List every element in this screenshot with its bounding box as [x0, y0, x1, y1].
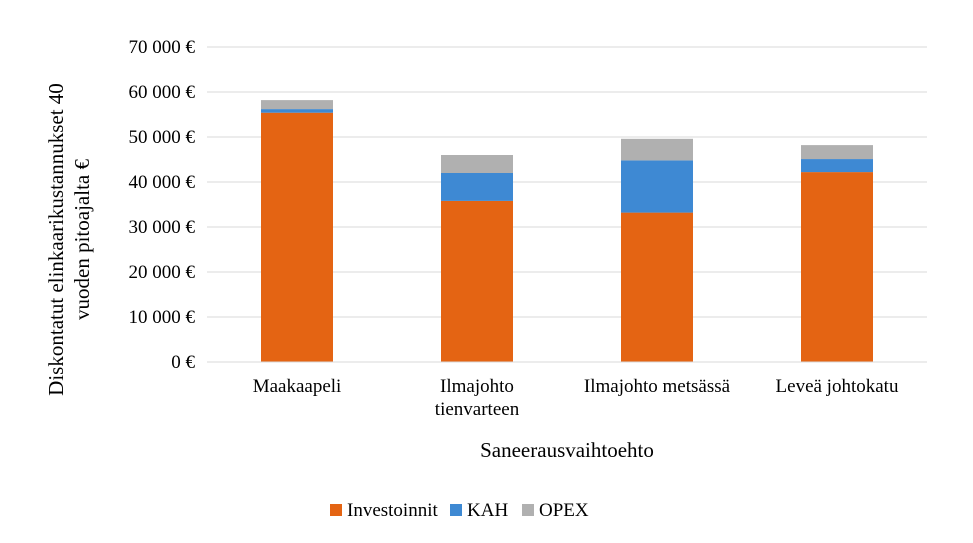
y-tick-label: 10 000 € — [129, 307, 196, 328]
legend-swatch — [330, 504, 342, 516]
x-category-label: Ilmajohto — [440, 376, 514, 397]
legend-label: OPEX — [539, 500, 589, 521]
y-axis-tick-labels: 0 € 10 000 € 20 000 € 30 000 € 40 000 € 50 00… — [129, 37, 196, 373]
y-tick-label: 30 000 € — [129, 217, 196, 238]
legend: Investoinnit KAH OPEX — [330, 500, 589, 521]
x-axis-title: Saneerausvaihtoehto — [480, 438, 654, 462]
bar-segment — [801, 159, 873, 173]
bar-segment — [621, 138, 693, 161]
x-category-label: Maakaapeli — [253, 376, 342, 397]
y-tick-label: 0 € — [171, 352, 195, 373]
y-tick-label: 60 000 € — [129, 82, 196, 103]
legend-swatch — [522, 504, 534, 516]
bar-segment — [441, 155, 513, 173]
bar-segment — [801, 172, 873, 362]
y-tick-label: 70 000 € — [129, 37, 196, 58]
bar-segment — [441, 173, 513, 201]
bar-segment — [261, 109, 333, 113]
x-category-label: tienvarteen — [435, 399, 520, 420]
bar-segment — [621, 212, 693, 362]
legend-swatch — [450, 504, 462, 516]
y-tick-label: 50 000 € — [129, 127, 196, 148]
y-axis-title: Diskontatut elinkaarikustannukset 40vuod… — [44, 83, 94, 396]
legend-label: Investoinnit — [347, 500, 438, 521]
bar-segment — [801, 145, 873, 160]
bars — [261, 100, 873, 362]
x-category-label: Leveä johtokatu — [776, 376, 899, 397]
bar-segment — [621, 160, 693, 213]
legend-label: KAH — [467, 500, 508, 521]
x-category-label: Ilmajohto metsässä — [584, 376, 731, 397]
y-tick-label: 40 000 € — [129, 172, 196, 193]
bar-segment — [261, 100, 333, 110]
bar-segment — [441, 200, 513, 362]
y-tick-label: 20 000 € — [129, 262, 196, 283]
bar-segment — [261, 112, 333, 362]
